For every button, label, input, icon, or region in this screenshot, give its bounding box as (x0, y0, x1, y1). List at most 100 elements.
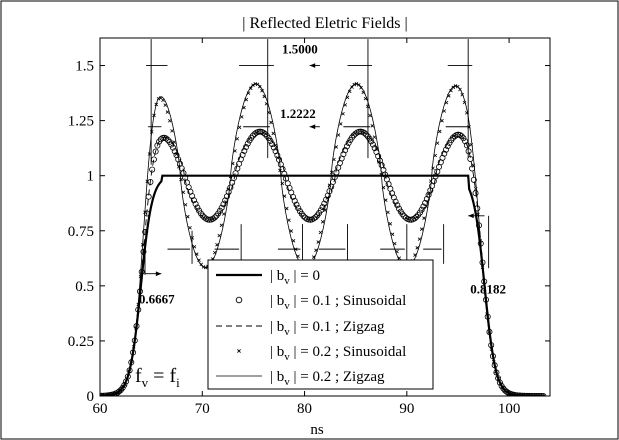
series-point-bv02-sin (131, 344, 136, 349)
series-point-bv01-sin (340, 151, 347, 158)
series-point-bv02-sin (161, 98, 165, 103)
series-point-bv02-sin (374, 147, 379, 151)
series-point-bv02-sin (188, 225, 192, 230)
series-point-bv01-sin (218, 204, 225, 211)
series-point-bv02-sin (458, 87, 462, 92)
series-point-bv01-sin (152, 148, 159, 155)
series-point-bv01-sin (211, 214, 218, 221)
series-point-bv02-sin (244, 97, 249, 102)
series-point-bv01-sin (488, 342, 495, 349)
annotation-arrowhead (155, 271, 162, 277)
series-point-bv02-sin (320, 220, 325, 224)
legend-box (207, 259, 434, 390)
series-point-bv02-sin (230, 161, 235, 166)
y-tick-label: 1.5 (75, 59, 94, 75)
series-point-bv02-sin (390, 232, 395, 237)
series-point-bv02-sin (397, 256, 402, 260)
series-point-bv02-sin (120, 386, 125, 390)
series-point-bv02-sin (372, 135, 377, 139)
series-point-bv02-sin (228, 174, 233, 179)
series-point-bv02-sin (316, 240, 321, 244)
series-point-bv02-sin (323, 208, 327, 212)
series-point-bv02-sin (347, 89, 352, 94)
series-point-bv01-sin (194, 204, 201, 211)
y-axis: 0 0.25 0.5 0.75 1 1.25 1.5 (68, 59, 550, 405)
series-point-bv01-sin (164, 136, 171, 143)
y-tick-label: 1.25 (68, 114, 94, 130)
series-point-bv01-sin (241, 147, 248, 154)
series-point-bv01-sin (136, 288, 143, 295)
series-point-bv01-sin (472, 190, 479, 197)
series-point-bv02-sin (327, 183, 332, 187)
series-point-bv02-sin (494, 369, 498, 374)
series-point-bv02-sin (480, 265, 485, 269)
series-point-bv02-sin (284, 206, 289, 211)
series-point-bv02-sin (154, 102, 159, 107)
series-point-bv02-sin (260, 88, 264, 93)
series-point-bv02-sin (485, 312, 489, 316)
series-point-bv02-sin (145, 179, 150, 184)
series-point-bv02-sin (489, 347, 494, 351)
series-point-bv02-sin (496, 377, 501, 381)
series-point-bv01-sin (474, 205, 481, 212)
series-point-bv02-sin (334, 145, 339, 149)
series-point-bv01-sin (481, 278, 488, 285)
legend: | bv | = 0 | bv | = 0.1 ; Sinusoidal | bv … (207, 259, 434, 390)
series-point-bv01-sin (131, 337, 138, 344)
series-point-bv01-sin (189, 193, 196, 200)
series-point-bv02-sin (395, 249, 399, 254)
series-point-bv02-sin (280, 181, 285, 186)
legend-label: | bv | = 0.2 ; Sinusoidal (270, 344, 406, 363)
series-point-bv01-sin (369, 141, 376, 148)
series-point-bv02-sin (251, 83, 255, 87)
series-point-bv01-sin (270, 144, 277, 151)
series-layer (100, 82, 547, 396)
series-point-bv02-sin (183, 202, 188, 207)
series-point-bv01-sin (392, 198, 399, 205)
series-point-bv02-sin (113, 391, 118, 396)
series-point-bv01-sin (293, 201, 300, 208)
series-point-bv02-sin (469, 142, 474, 147)
series-point-bv02-sin (361, 90, 366, 95)
series-point-bv01-sin (321, 200, 328, 207)
series-point-bv02-sin (278, 168, 282, 173)
series-point-bv02-sin (381, 185, 386, 190)
series-point-bv02-sin (428, 179, 433, 183)
series-point-bv01-sin (463, 142, 470, 149)
series-point-bv02-sin (287, 218, 291, 223)
plot-area (100, 39, 547, 396)
series-point-bv01-sin (124, 373, 131, 380)
series-point-bv01-sin (135, 306, 142, 313)
series-point-bv02-sin (143, 210, 147, 215)
series-point-bv01-sin (220, 201, 227, 208)
series-point-bv02-sin (163, 103, 168, 107)
series-point-bv01-sin (390, 194, 397, 201)
series-point-bv01-sin (399, 211, 406, 218)
series-point-bv01-sin (460, 135, 467, 142)
series-point-bv01-sin (243, 144, 250, 151)
legend-label: | bv | = 0.1 ; Zigzag (270, 319, 385, 338)
svg-text:fv = fi: fv = fi (135, 365, 180, 390)
y-tick-label: 0.5 (75, 279, 94, 295)
series-point-bv02-sin (172, 140, 177, 144)
series-point-bv01-sin (312, 214, 319, 221)
series-point-bv02-sin (129, 359, 134, 363)
annotation-labels: 1.5000 1.2222 0.6667 0.8182 (139, 41, 506, 306)
series-point-bv01-sin (302, 214, 309, 221)
series-point-bv02-sin (449, 88, 453, 93)
series-point-bv02-sin (215, 243, 219, 247)
chart-title: | Reflected Eletric Fields | (242, 15, 407, 32)
series-point-bv02-sin (122, 382, 127, 387)
annotation-arrowhead (468, 213, 474, 219)
series-point-bv02-sin (282, 194, 287, 198)
series-point-bv02-sin (460, 92, 465, 97)
series-point-bv02-sin (269, 120, 273, 125)
series-point-bv02-sin (413, 253, 417, 257)
series-point-bv01-sin (402, 214, 409, 221)
series-point-bv01-sin (272, 148, 279, 155)
annotation-label: 0.8182 (470, 282, 506, 297)
series-point-bv02-sin (185, 214, 190, 219)
series-point-bv01-sin (352, 130, 359, 137)
series-point-bv01-sin (456, 131, 463, 138)
series-point-bv01-sin (170, 144, 177, 151)
